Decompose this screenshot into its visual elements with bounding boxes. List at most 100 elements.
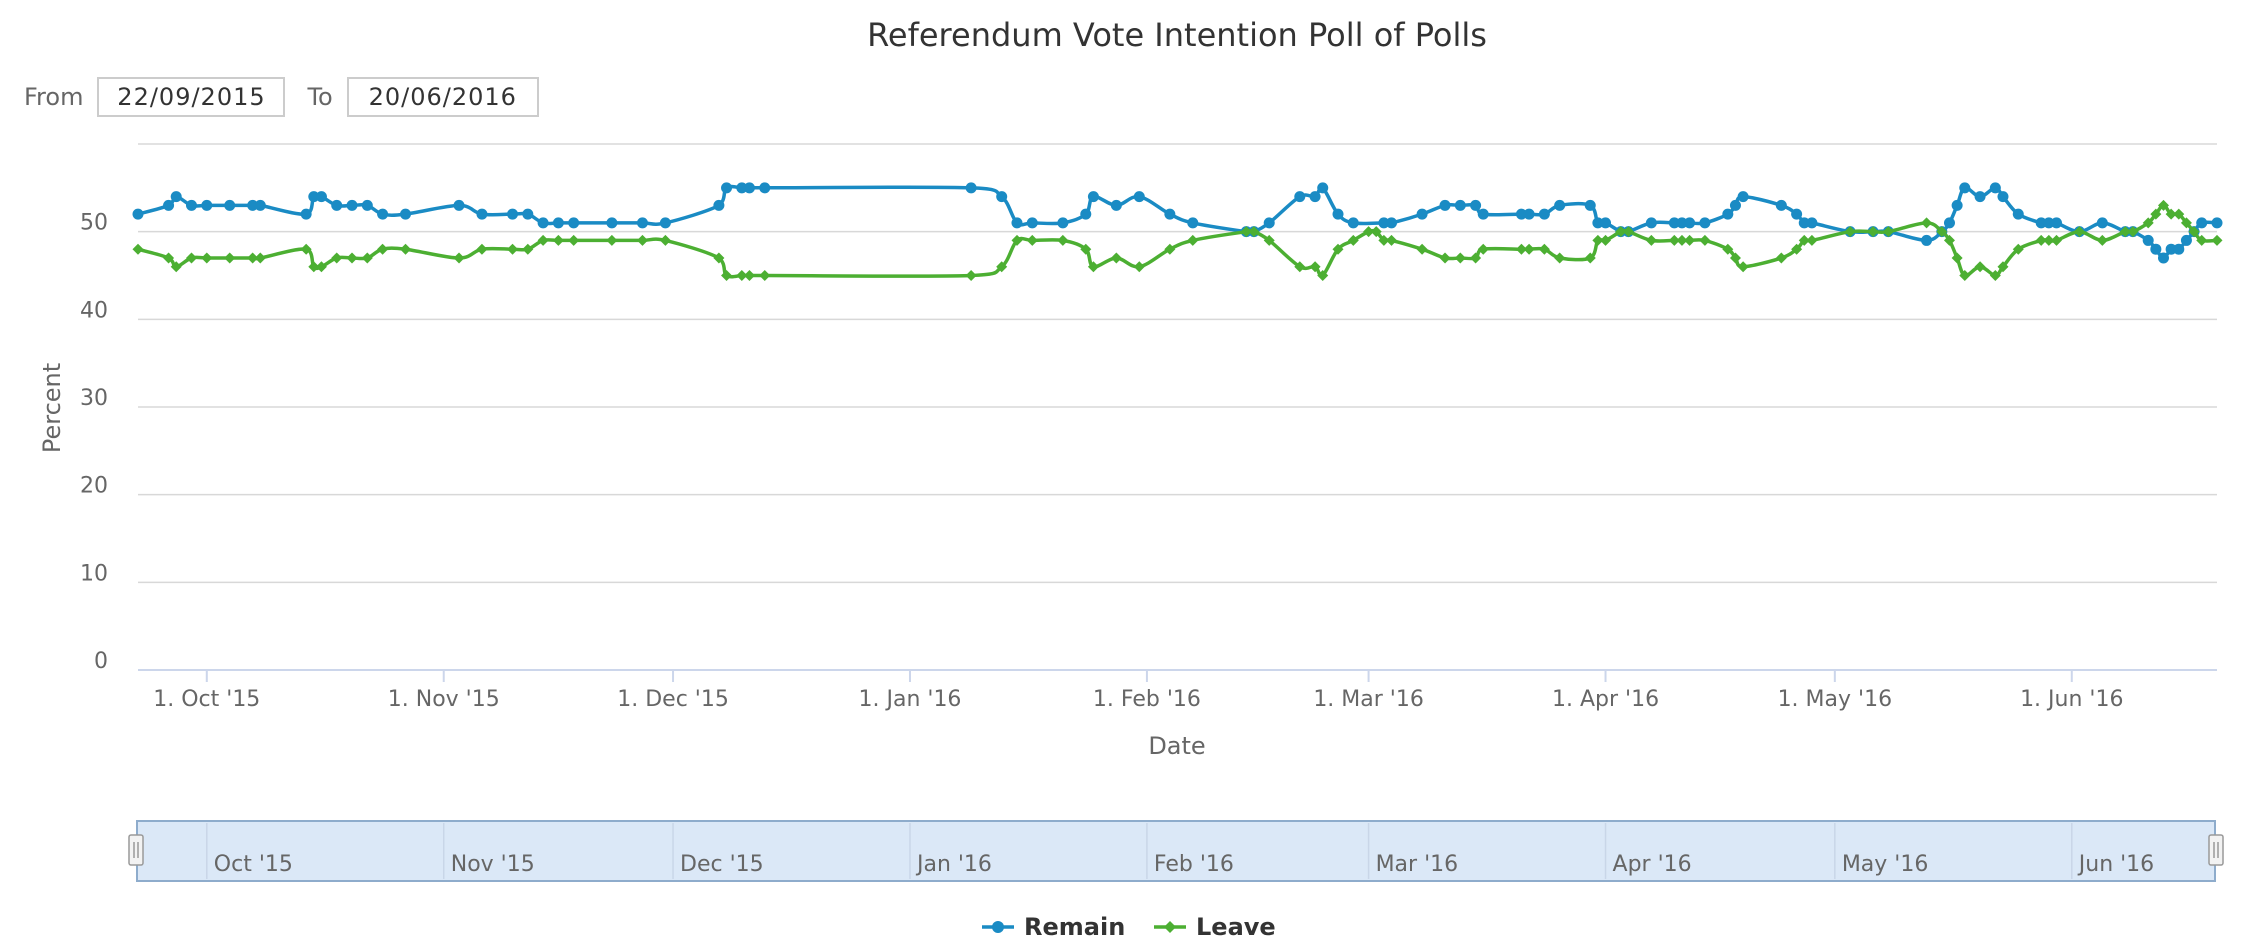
leave-point[interactable] bbox=[1538, 243, 1550, 255]
leave-point[interactable] bbox=[1515, 243, 1527, 255]
remain-point[interactable] bbox=[1263, 217, 1275, 229]
remain-point[interactable] bbox=[377, 208, 389, 220]
leave-point[interactable] bbox=[1370, 226, 1382, 238]
remain-point[interactable] bbox=[1187, 217, 1199, 229]
leave-point[interactable] bbox=[1936, 226, 1948, 238]
leave-point[interactable] bbox=[1026, 234, 1038, 246]
leave-point[interactable] bbox=[1554, 252, 1566, 264]
to-date-input[interactable]: 20/06/2016 bbox=[346, 77, 539, 117]
leave-point[interactable] bbox=[522, 243, 534, 255]
remain-point[interactable] bbox=[1110, 199, 1122, 211]
remain-point[interactable] bbox=[2180, 234, 2192, 246]
leave-point[interactable] bbox=[1921, 217, 1933, 229]
leave-point[interactable] bbox=[713, 252, 725, 264]
remain-point[interactable] bbox=[2173, 243, 2185, 255]
remain-point[interactable] bbox=[1515, 208, 1527, 220]
leave-point[interactable] bbox=[2211, 234, 2223, 246]
leave-point[interactable] bbox=[1676, 234, 1688, 246]
leave-point[interactable] bbox=[1347, 234, 1359, 246]
remain-point[interactable] bbox=[201, 199, 213, 211]
leave-point[interactable] bbox=[1386, 234, 1398, 246]
leave-point[interactable] bbox=[1477, 243, 1489, 255]
remain-point[interactable] bbox=[1676, 217, 1688, 229]
remain-point[interactable] bbox=[2096, 217, 2108, 229]
remain-point[interactable] bbox=[1951, 199, 1963, 211]
leave-point[interactable] bbox=[721, 270, 733, 281]
remain-point[interactable] bbox=[2050, 217, 2062, 229]
remain-point[interactable] bbox=[1378, 217, 1390, 229]
remain-point[interactable] bbox=[224, 199, 236, 211]
leave-point[interactable] bbox=[1378, 234, 1390, 246]
leave-point[interactable] bbox=[1989, 270, 2001, 281]
leave-point[interactable] bbox=[1584, 252, 1596, 264]
remain-point[interactable] bbox=[1943, 217, 1955, 229]
leave-point[interactable] bbox=[965, 270, 977, 281]
leave-point[interactable] bbox=[377, 243, 389, 255]
remain-point[interactable] bbox=[1775, 199, 1787, 211]
remain-point[interactable] bbox=[2043, 217, 2055, 229]
remain-point[interactable] bbox=[1798, 217, 1810, 229]
leave-point[interactable] bbox=[1470, 252, 1482, 264]
leave-point[interactable] bbox=[2012, 243, 2024, 255]
remain-point[interactable] bbox=[315, 191, 327, 203]
leave-point[interactable] bbox=[1363, 226, 1375, 238]
remain-point[interactable] bbox=[1684, 217, 1696, 229]
leave-point[interactable] bbox=[300, 243, 312, 255]
remain-point[interactable] bbox=[132, 208, 144, 220]
leave-point[interactable] bbox=[1737, 261, 1749, 273]
leave-point[interactable] bbox=[1951, 252, 1963, 264]
remain-point[interactable] bbox=[1133, 191, 1145, 203]
remain-point[interactable] bbox=[996, 191, 1008, 203]
remain-point[interactable] bbox=[1470, 199, 1482, 211]
remain-point[interactable] bbox=[1600, 217, 1612, 229]
leave-point[interactable] bbox=[1592, 234, 1604, 246]
leave-point[interactable] bbox=[2165, 208, 2177, 220]
leave-point[interactable] bbox=[400, 243, 412, 255]
remain-point[interactable] bbox=[1416, 208, 1428, 220]
navigator[interactable]: Oct '15 Nov '15 Dec '15 Jan '16 Feb '16 Mar '… bbox=[128, 820, 2224, 882]
leave-point[interactable] bbox=[254, 252, 266, 264]
leave-point[interactable] bbox=[1806, 234, 1818, 246]
leave-point[interactable] bbox=[1615, 226, 1627, 238]
leave-point[interactable] bbox=[537, 234, 549, 246]
leave-point[interactable] bbox=[201, 252, 213, 264]
leave-point[interactable] bbox=[1057, 234, 1069, 246]
leave-point[interactable] bbox=[1974, 261, 1986, 273]
leave-point[interactable] bbox=[1622, 226, 1634, 238]
remain-point[interactable] bbox=[331, 199, 343, 211]
remain-point[interactable] bbox=[346, 199, 358, 211]
leave-point[interactable] bbox=[1248, 226, 1260, 238]
leave-point[interactable] bbox=[361, 252, 373, 264]
leave-point[interactable] bbox=[2119, 226, 2131, 238]
leave-point[interactable] bbox=[1164, 243, 1176, 255]
remain-point[interactable] bbox=[1989, 182, 2001, 194]
remain-point[interactable] bbox=[736, 182, 748, 194]
leave-point[interactable] bbox=[1959, 270, 1971, 281]
leave-point[interactable] bbox=[346, 252, 358, 264]
leave-point[interactable] bbox=[552, 234, 564, 246]
remain-point[interactable] bbox=[1584, 199, 1596, 211]
remain-point[interactable] bbox=[2012, 208, 2024, 220]
remain-point[interactable] bbox=[1080, 208, 1092, 220]
from-date-input[interactable]: 22/09/2015 bbox=[97, 77, 286, 117]
remain-point[interactable] bbox=[400, 208, 412, 220]
remain-point[interactable] bbox=[163, 199, 175, 211]
remain-point[interactable] bbox=[1347, 217, 1359, 229]
remain-point[interactable] bbox=[254, 199, 266, 211]
remain-point[interactable] bbox=[1592, 217, 1604, 229]
remain-point[interactable] bbox=[1294, 191, 1306, 203]
leave-point[interactable] bbox=[2142, 217, 2154, 229]
leave-point[interactable] bbox=[2150, 208, 2162, 220]
leave-point[interactable] bbox=[2157, 199, 2169, 211]
leave-point[interactable] bbox=[2073, 226, 2085, 238]
leave-point[interactable] bbox=[1416, 243, 1428, 255]
leave-point[interactable] bbox=[568, 234, 580, 246]
remain-point[interactable] bbox=[308, 191, 320, 203]
leave-point[interactable] bbox=[1110, 252, 1122, 264]
legend-item-remain[interactable]: Remain bbox=[982, 913, 1125, 941]
remain-point[interactable] bbox=[170, 191, 182, 203]
remain-point[interactable] bbox=[1554, 199, 1566, 211]
leave-point[interactable] bbox=[606, 234, 618, 246]
leave-point[interactable] bbox=[1080, 243, 1092, 255]
leave-point[interactable] bbox=[1332, 243, 1344, 255]
